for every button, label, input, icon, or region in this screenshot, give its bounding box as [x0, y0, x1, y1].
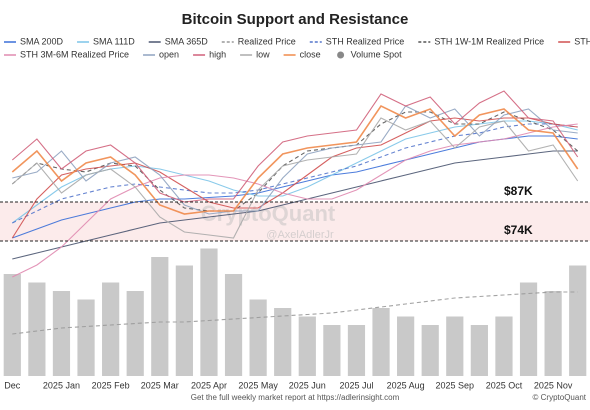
legend-label: open	[159, 49, 179, 59]
volume-bar	[397, 316, 415, 376]
legend-label: Volume Spot	[351, 49, 403, 59]
x-tick-label: 2025 Jan	[43, 380, 80, 390]
x-tick-label: 2025 Feb	[92, 380, 130, 390]
credit: © CryptoQuant	[533, 393, 587, 402]
legend-label: STH 1W-1M Realized Price	[434, 36, 544, 46]
legend-swatch	[337, 51, 345, 59]
watermark-sub: @AxelAdlerJr	[266, 229, 334, 241]
x-tick-label: 2025 Mar	[141, 380, 179, 390]
volume-bar	[347, 325, 366, 376]
volume-bar	[102, 282, 120, 376]
series-line	[11, 117, 579, 239]
x-tick-label: 2025 Aug	[387, 380, 425, 390]
volume-bar	[175, 265, 193, 376]
legend-label: STH 3M-6M Realized Price	[20, 49, 129, 59]
x-tick-label: 2025 Nov	[534, 380, 573, 390]
volume-bar	[126, 291, 144, 376]
volume-bar	[224, 274, 243, 376]
volume-bar	[323, 325, 341, 376]
legend-label: low	[256, 49, 270, 59]
legend-label: STH 1M-3M Realized	[574, 36, 590, 46]
x-tick-label: 2025 Apr	[191, 380, 227, 390]
volume-bar	[298, 316, 316, 376]
chart-title: Bitcoin Support and Resistance	[182, 11, 409, 28]
volume-bar	[544, 291, 562, 376]
x-tick-label: 2025 Jun	[289, 380, 326, 390]
x-tick-label: 2025 Sep	[436, 380, 475, 390]
volume-bar	[28, 282, 46, 376]
legend-label: SMA 365D	[165, 36, 209, 46]
support-band	[0, 202, 590, 241]
volume-bar	[470, 325, 488, 376]
footer: Get the full weekly market report at htt…	[191, 393, 400, 402]
volume-bar	[569, 265, 587, 376]
legend-label: SMA 111D	[93, 36, 135, 46]
x-tick-label: 2025 Jul	[339, 380, 373, 390]
series-line	[11, 90, 579, 203]
series-line	[12, 105, 578, 215]
volume-bar	[200, 248, 218, 376]
x-tick-label: 2025 Oct	[486, 380, 523, 390]
level-label: $74K	[504, 223, 533, 237]
volume-bar	[3, 274, 21, 376]
legend-label: high	[209, 49, 226, 59]
volume-bar	[495, 316, 513, 376]
series-line	[11, 104, 579, 215]
legend-label: Realized Price	[238, 36, 296, 46]
legend-label: close	[300, 49, 321, 59]
volume-bar	[274, 308, 292, 376]
volume-bar	[519, 282, 538, 376]
volume-bar	[52, 291, 71, 376]
series-line	[12, 123, 578, 278]
volume-bar	[249, 299, 267, 376]
legend-label: STH Realized Price	[326, 36, 405, 46]
series-line	[11, 111, 579, 212]
volume-bar	[151, 257, 169, 376]
legend-label: SMA 200D	[20, 36, 64, 46]
volume-bar	[372, 308, 390, 376]
x-tick-label: 2025 May	[238, 380, 278, 390]
x-tick-label: Dec	[4, 380, 21, 390]
level-label: $87K	[504, 184, 533, 198]
series-line	[12, 291, 578, 335]
volume-bar	[77, 299, 95, 376]
volume-bar	[421, 325, 439, 376]
volume-bar	[446, 316, 464, 376]
